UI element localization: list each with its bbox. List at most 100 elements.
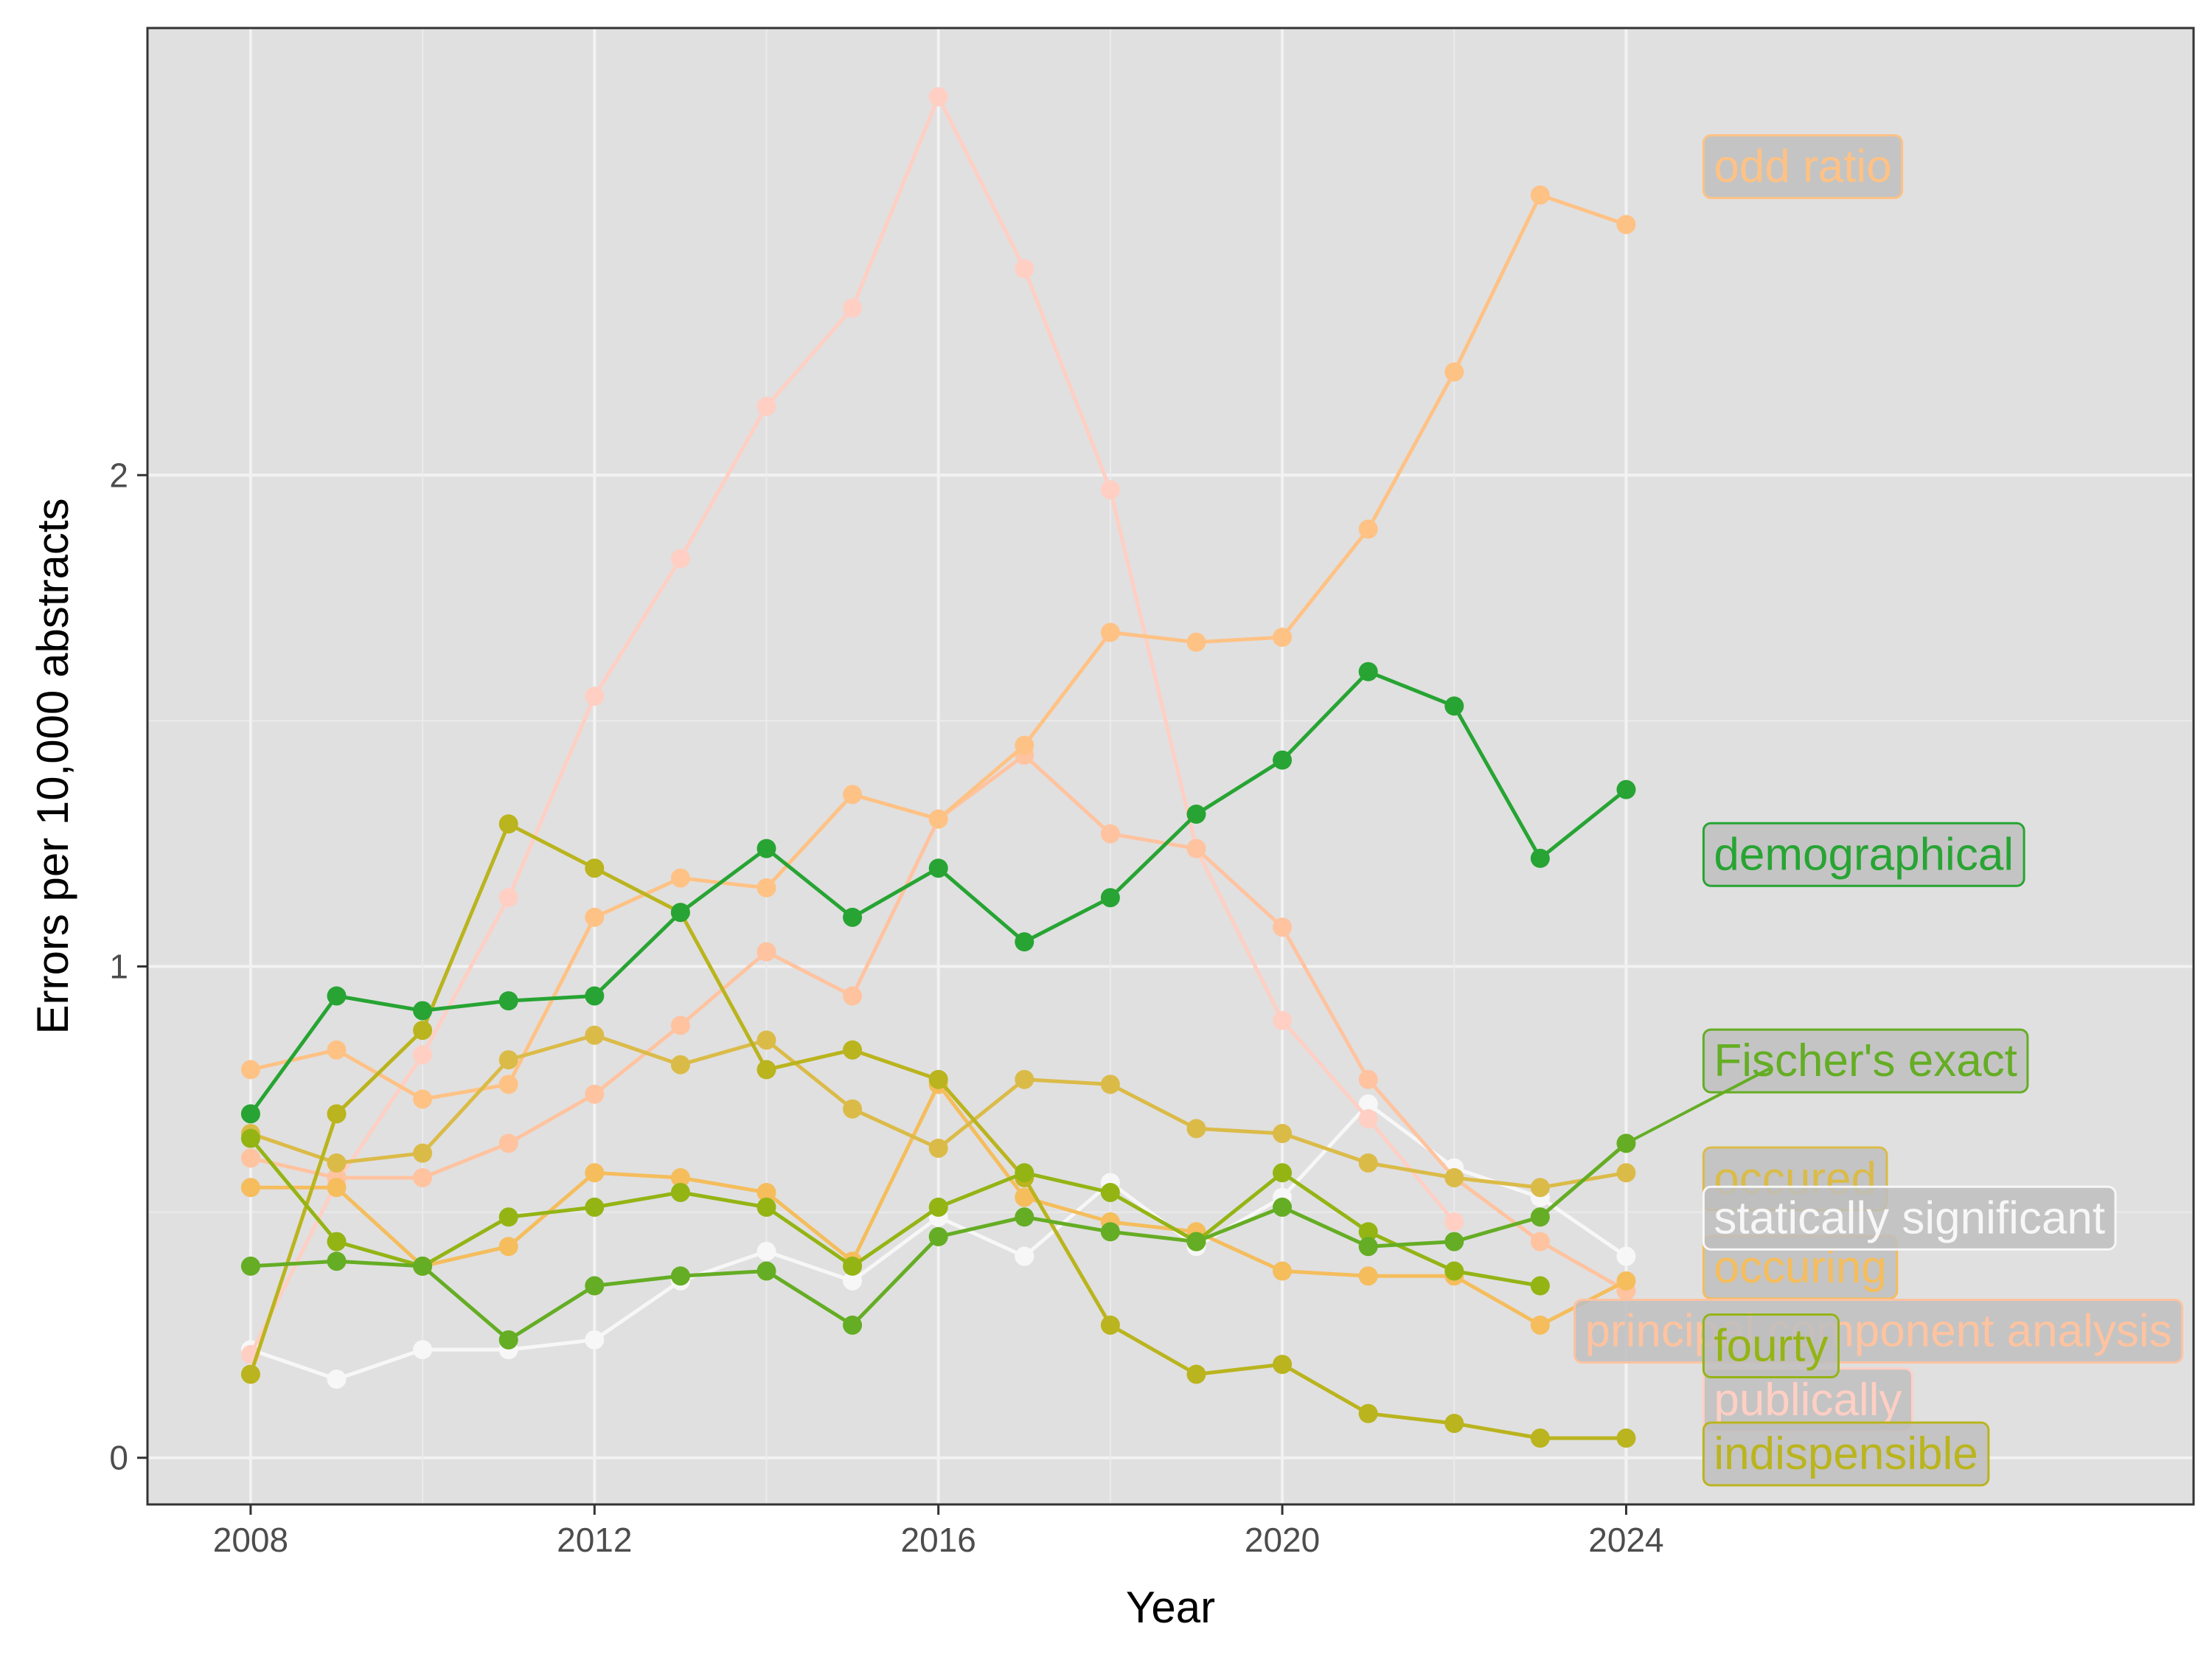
data-point xyxy=(498,1050,518,1070)
data-point xyxy=(1273,1010,1293,1030)
data-point xyxy=(240,1104,260,1124)
x-tick-label: 2016 xyxy=(901,1521,976,1559)
data-point xyxy=(413,1001,433,1021)
data-point xyxy=(240,1364,260,1384)
data-point xyxy=(1273,1163,1293,1183)
series-label-box xyxy=(1702,1028,2029,1094)
data-point xyxy=(498,888,518,908)
data-point xyxy=(327,1104,347,1124)
data-point xyxy=(1444,1232,1464,1251)
data-point xyxy=(1616,1163,1636,1183)
data-point xyxy=(1444,1414,1464,1434)
data-point xyxy=(585,907,605,927)
series-label-text: publically xyxy=(1714,1375,1902,1426)
data-point xyxy=(1100,1074,1120,1094)
data-point xyxy=(1530,1207,1550,1227)
series-lines xyxy=(240,87,1636,1448)
data-point xyxy=(327,1040,347,1060)
data-point xyxy=(327,1251,347,1271)
data-point xyxy=(928,809,948,829)
series-label: principal component analysis xyxy=(1573,1298,2184,1364)
data-point xyxy=(843,1099,863,1119)
data-point xyxy=(670,903,690,923)
data-point xyxy=(1444,1212,1464,1232)
series-label: demographical xyxy=(1702,822,2025,887)
data-point xyxy=(1530,1232,1550,1251)
data-point xyxy=(1100,480,1120,500)
data-point xyxy=(1186,839,1206,858)
data-point xyxy=(1358,662,1378,681)
series-label: odd ratio xyxy=(1702,134,1904,200)
series-occured xyxy=(240,1025,1636,1198)
data-point xyxy=(1358,1153,1378,1173)
y-tick-label: 1 xyxy=(109,947,128,985)
plot-border xyxy=(146,27,2195,1506)
data-point xyxy=(585,1276,605,1296)
data-point xyxy=(585,986,605,1006)
data-point xyxy=(585,858,605,878)
data-point xyxy=(413,1045,433,1065)
data-point xyxy=(928,1138,948,1158)
data-point xyxy=(1358,519,1378,539)
data-point xyxy=(670,868,690,888)
data-point xyxy=(843,907,863,927)
data-point xyxy=(1100,888,1120,908)
axes: 2008 2012 2016 2020 2024 0 1 2 xyxy=(109,456,1663,1559)
data-point xyxy=(670,1182,690,1202)
x-tick-label: 2020 xyxy=(1245,1521,1320,1559)
data-point xyxy=(240,1128,260,1148)
data-point xyxy=(1186,804,1206,824)
data-point xyxy=(670,1167,690,1187)
series-label: statically significant xyxy=(1702,1185,2117,1251)
data-point xyxy=(327,1369,347,1389)
data-point xyxy=(1100,1315,1120,1335)
data-point xyxy=(240,1060,260,1080)
data-point xyxy=(585,1163,605,1183)
data-point xyxy=(843,785,863,805)
data-point xyxy=(1444,696,1464,716)
data-point xyxy=(928,858,948,878)
x-tick-label: 2008 xyxy=(213,1521,288,1559)
series-label-box xyxy=(1702,1313,1840,1378)
data-point xyxy=(843,298,863,318)
data-point xyxy=(498,991,518,1011)
series-indispensible xyxy=(240,814,1636,1448)
x-tick-label: 2024 xyxy=(1588,1521,1663,1559)
data-point xyxy=(757,1197,776,1217)
series-label-text: principal component analysis xyxy=(1585,1305,2172,1356)
data-point xyxy=(413,1143,433,1163)
data-point xyxy=(1530,848,1550,868)
data-point xyxy=(843,986,863,1006)
series-label-box xyxy=(1702,134,1904,200)
data-point xyxy=(1015,1163,1034,1183)
data-point xyxy=(1358,1109,1378,1129)
data-point xyxy=(327,1232,347,1251)
series-label-text: Fischer's exact xyxy=(1714,1035,2017,1086)
data-point xyxy=(1616,1271,1636,1291)
data-point xyxy=(1186,1232,1206,1251)
series-label-text: odd ratio xyxy=(1714,142,1891,192)
data-point xyxy=(240,1256,260,1276)
data-point xyxy=(1015,1246,1034,1266)
grid-lines xyxy=(147,28,2194,1504)
data-point xyxy=(928,1197,948,1217)
data-point xyxy=(1358,1266,1378,1286)
data-point xyxy=(1616,1428,1636,1448)
data-point xyxy=(1015,1207,1034,1227)
data-point xyxy=(413,1256,433,1276)
data-point xyxy=(1100,622,1120,642)
data-point xyxy=(327,986,347,1006)
data-point xyxy=(413,1021,433,1041)
data-point xyxy=(1186,1364,1206,1384)
data-point xyxy=(757,839,776,858)
series-label-text: statically significant xyxy=(1714,1192,2105,1243)
data-point xyxy=(1273,1355,1293,1375)
data-point xyxy=(843,1271,863,1291)
data-point xyxy=(1530,185,1550,205)
data-point xyxy=(757,1241,776,1261)
data-point xyxy=(757,1030,776,1050)
x-axis-title: Year xyxy=(1126,1583,1215,1632)
series-label-box xyxy=(1702,1185,2117,1251)
